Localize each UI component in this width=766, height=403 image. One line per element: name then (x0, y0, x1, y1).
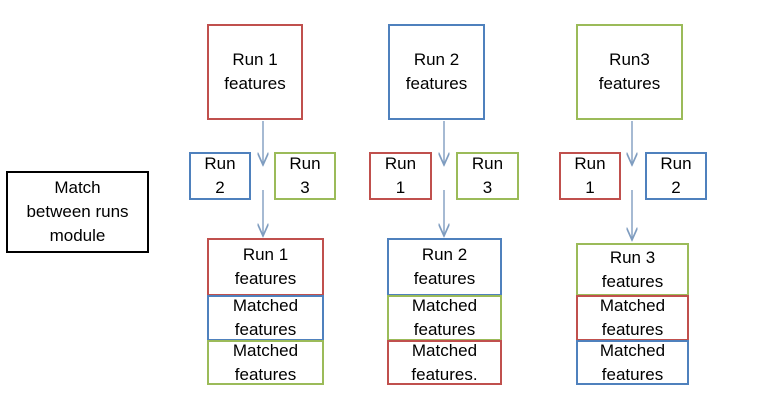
run2-stack-own-features-box: Run 2 features (387, 238, 502, 296)
run3-input-run1-box: Run 1 (559, 152, 621, 200)
run2-input-run3-label: Run 3 (471, 154, 504, 197)
run3-stack-matched-features-2-label: Matched features (599, 340, 666, 384)
run1-input-run3-label: Run 3 (289, 154, 321, 197)
run3-input-run2-box: Run 2 (645, 152, 707, 200)
run3-stack-own-features-box: Run 3 features (576, 243, 689, 296)
match-between-runs-module-box: Match between runs module (6, 171, 149, 253)
run1-stack-matched-features-2-box: Matched features (207, 340, 324, 385)
run2-stack-own-features-label: Run 2 features (413, 245, 476, 288)
run2-input-run3-box: Run 3 (456, 152, 519, 200)
run2-features-top-label: Run 2 features (405, 50, 468, 93)
run2-stack-matched-features-2-box: Matched features. (387, 340, 502, 385)
run3-stack-own-features-label: Run 3 features (601, 247, 664, 291)
run1-stack-own-features-box: Run 1 features (207, 238, 324, 296)
run1-input-run2-label: Run 2 (204, 154, 236, 197)
run3-features-top-box: Run3 features (576, 24, 683, 120)
run2-stack-matched-features-1-box: Matched features (387, 295, 502, 341)
run1-input-run2-box: Run 2 (189, 152, 251, 200)
run1-stack-matched-features-1-label: Matched features (232, 296, 299, 339)
run2-stack-matched-features-2-label: Matched features. (411, 340, 478, 384)
run2-input-run1-label: Run 1 (384, 154, 417, 197)
run3-input-run2-label: Run 2 (660, 154, 692, 197)
run1-input-run3-box: Run 3 (274, 152, 336, 200)
module-label: Match between runs module (26, 178, 129, 245)
run3-features-top-label: Run3 features (598, 50, 661, 93)
run1-features-top-box: Run 1 features (207, 24, 303, 120)
run2-input-run1-box: Run 1 (369, 152, 432, 200)
run3-input-run1-label: Run 1 (574, 154, 606, 197)
run3-stack-matched-features-1-label: Matched features (599, 296, 666, 339)
run2-stack-matched-features-1-label: Matched features (411, 296, 478, 339)
run3-stack-matched-features-2-box: Matched features (576, 340, 689, 385)
run1-stack-matched-features-2-label: Matched features (232, 340, 299, 384)
run1-stack-own-features-label: Run 1 features (234, 245, 297, 288)
run1-features-top-label: Run 1 features (224, 50, 286, 93)
run2-features-top-box: Run 2 features (388, 24, 485, 120)
run3-stack-matched-features-1-box: Matched features (576, 295, 689, 341)
run1-stack-matched-features-1-box: Matched features (207, 295, 324, 341)
